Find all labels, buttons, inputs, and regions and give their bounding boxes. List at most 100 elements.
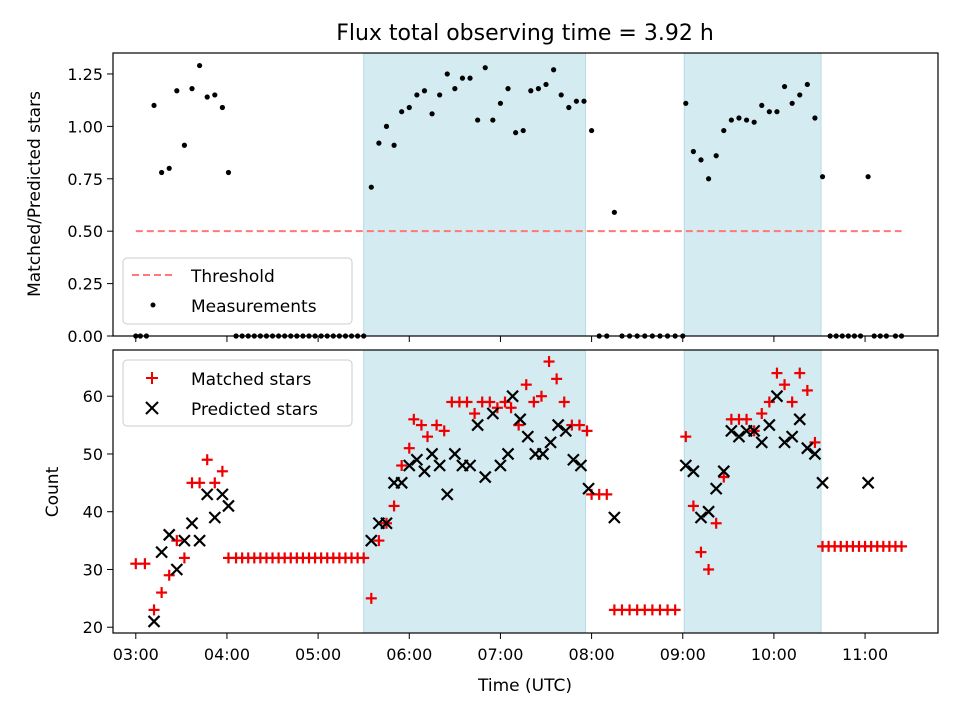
predicted-star-point — [687, 465, 700, 478]
bottom-y-axis-label: Count — [43, 466, 63, 517]
predicted-star-point — [793, 413, 807, 426]
predicted-star-point — [410, 453, 424, 467]
matched-star-point — [809, 436, 821, 448]
top-y-tick-label: 0.50 — [67, 222, 103, 241]
predicted-star-point — [536, 447, 550, 461]
matched-star-point — [558, 396, 570, 408]
bottom-x-ticks: 03:00 04:00 05:00 06:00 07:00 08:00 09:00 10:00… — [113, 633, 888, 664]
predicted-star-point — [170, 563, 184, 576]
predicted-star-point — [402, 459, 416, 472]
measurement-point — [528, 88, 534, 94]
predicted-star-point — [559, 424, 573, 438]
measurement-point — [513, 130, 519, 136]
measurement-point — [751, 119, 757, 125]
top-x-ticks — [135, 336, 866, 342]
predicted-star-point — [418, 465, 431, 478]
matched-star-point — [695, 546, 707, 558]
matched-star-point — [535, 390, 547, 402]
shaded-interval — [363, 349, 587, 634]
predicted-star-point — [365, 534, 378, 547]
matched-star-point — [178, 552, 190, 564]
measurement-point — [566, 104, 572, 111]
matched-star-point — [438, 425, 450, 437]
top-y-tick-label: 0.25 — [67, 275, 103, 294]
matched-star-point — [201, 454, 213, 466]
top-y-tick-label: 0.75 — [67, 170, 103, 189]
predicted-star-point — [785, 430, 799, 443]
matched-star-point — [408, 413, 420, 425]
bottom-y-tick-label: 40 — [83, 503, 103, 522]
top-y-ticks: 0.00 0.25 0.50 0.75 1.00 1.25 — [67, 65, 113, 346]
matched-star-point — [209, 477, 221, 489]
predicted-star-point — [193, 534, 206, 547]
matched-star-point — [581, 425, 593, 437]
threshold-legend-label: Threshold — [190, 267, 275, 287]
matched-star-point — [763, 396, 775, 408]
measurement-point — [551, 67, 557, 73]
chart-title: Flux total observing time = 3.92 h — [336, 21, 714, 46]
x-tick-label: 08:00 — [569, 645, 615, 664]
measurement-point — [819, 174, 826, 180]
measurements-legend-label: Measurements — [191, 297, 317, 317]
matched-star-point — [710, 517, 722, 529]
predicted-star-point — [506, 389, 519, 403]
matched-star-point — [171, 535, 183, 547]
matched-star-point — [543, 356, 555, 368]
measurement-point — [174, 88, 180, 94]
measurement-point — [467, 75, 473, 81]
measurement-point — [437, 92, 443, 98]
bottom-y-ticks: 20 30 40 50 60 — [83, 387, 113, 637]
matched-star-point — [771, 367, 783, 379]
bottom-y-tick-label: 50 — [83, 445, 103, 464]
top-legend: Threshold Measurements — [122, 257, 353, 325]
matched-star-point — [505, 402, 517, 414]
measurement-point — [683, 100, 689, 106]
matched-star-point — [551, 373, 563, 385]
measurement-point — [781, 83, 788, 90]
measurements-legend-swatch — [150, 302, 156, 308]
predicted-star-point — [747, 424, 761, 438]
measurement-point — [490, 117, 496, 123]
measurement-point — [151, 102, 157, 109]
predicted-star-point — [494, 459, 507, 472]
x-tick-label: 10:00 — [751, 645, 797, 664]
predicted-star-point — [702, 505, 715, 518]
predicted-star-point — [216, 488, 229, 501]
predicted-star-point — [808, 447, 822, 461]
measurement-point — [482, 65, 488, 71]
measurement-point — [219, 104, 225, 111]
bottom-legend: Matched stars Predicted stars — [122, 359, 353, 427]
matched-star-point — [415, 419, 427, 431]
matched-star-point — [896, 540, 908, 552]
measurement-point — [535, 86, 542, 92]
matched-star-point — [139, 558, 151, 570]
top-y-tick-label: 0.00 — [67, 327, 103, 346]
measurement-point — [197, 62, 203, 69]
predicted-star-point — [551, 418, 565, 432]
predicted-star-point — [770, 389, 784, 403]
measurement-point — [414, 92, 420, 98]
x-tick-label: 06:00 — [386, 645, 432, 664]
measurement-point — [406, 104, 412, 111]
measurement-point — [865, 174, 871, 180]
predicted-star-point — [478, 470, 492, 484]
predicted-star-point — [778, 436, 791, 449]
predicted-star-point — [801, 441, 814, 455]
measurement-point — [797, 92, 803, 98]
top-panel: 0.00 0.25 0.50 0.75 1.00 1.25 Matched/Predict… — [25, 52, 939, 346]
measurement-point — [189, 86, 195, 92]
measurement-point — [736, 115, 742, 121]
matched-star-point — [373, 535, 385, 547]
measurement-point — [497, 100, 504, 106]
predicted-star-point — [147, 615, 161, 628]
bottom-y-tick-label: 60 — [83, 387, 103, 406]
x-axis-label: Time (UTC) — [477, 676, 572, 696]
predicted-star-point — [544, 436, 557, 449]
predicted-star-point — [448, 447, 462, 461]
measurement-point — [705, 176, 712, 182]
matched-star-point — [687, 500, 699, 512]
matched-star-point — [163, 569, 175, 581]
predicted-star-point — [582, 482, 595, 495]
predicted-star-point — [679, 459, 693, 472]
top-shaded-intervals — [363, 52, 822, 337]
